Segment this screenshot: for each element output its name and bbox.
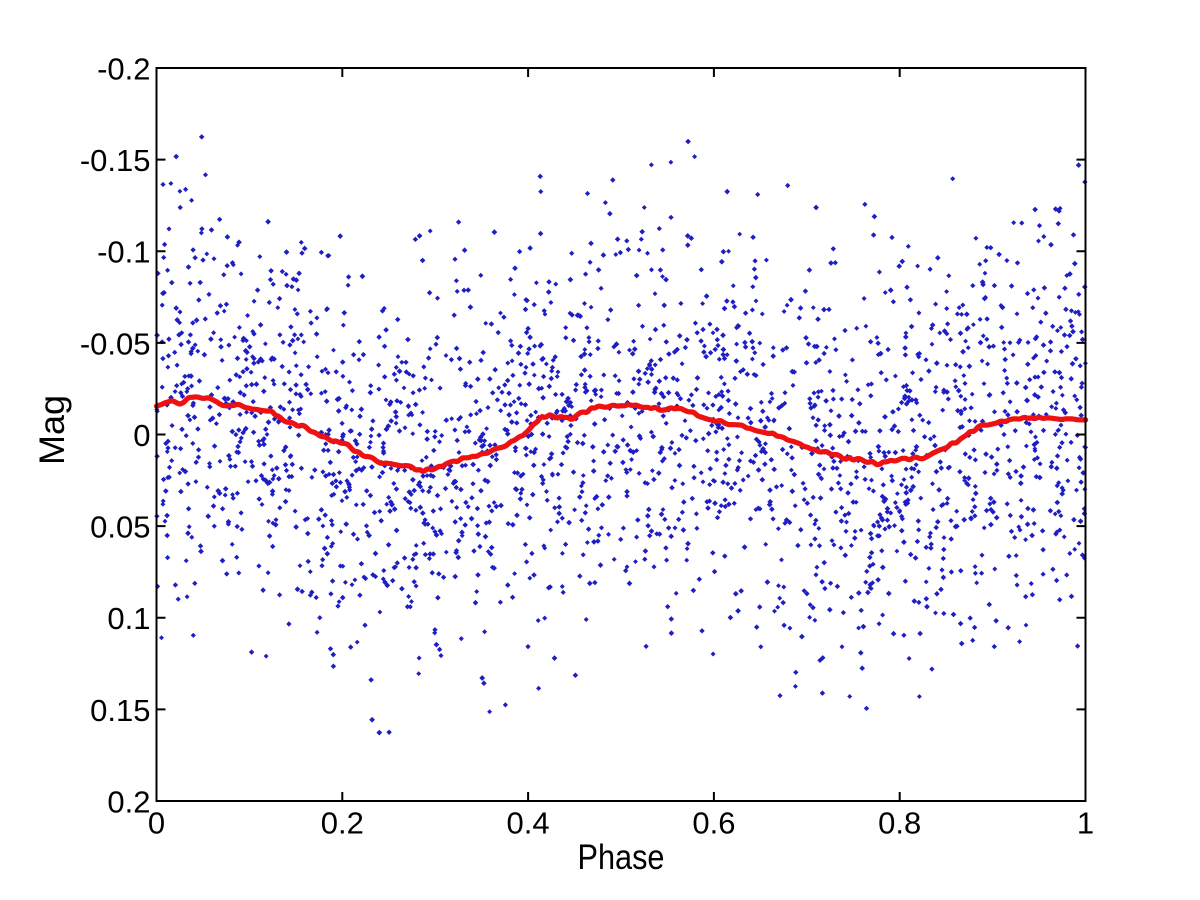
svg-text:0.6: 0.6 bbox=[692, 806, 735, 841]
svg-text:0.05: 0.05 bbox=[90, 510, 150, 545]
svg-text:0: 0 bbox=[148, 806, 165, 841]
svg-text:0: 0 bbox=[133, 418, 150, 453]
svg-text:1: 1 bbox=[1077, 806, 1094, 841]
svg-text:-0.15: -0.15 bbox=[80, 143, 151, 178]
svg-text:0.15: 0.15 bbox=[90, 693, 150, 728]
svg-text:0.8: 0.8 bbox=[878, 806, 921, 841]
svg-text:0.4: 0.4 bbox=[507, 806, 550, 841]
svg-text:0.2: 0.2 bbox=[107, 784, 150, 819]
svg-text:0.1: 0.1 bbox=[107, 601, 150, 636]
svg-text:Phase: Phase bbox=[578, 838, 665, 877]
svg-text:0.2: 0.2 bbox=[321, 806, 364, 841]
svg-text:-0.05: -0.05 bbox=[80, 326, 151, 361]
svg-text:-0.2: -0.2 bbox=[97, 51, 150, 86]
svg-text:Mag: Mag bbox=[33, 395, 72, 465]
svg-text:-0.1: -0.1 bbox=[97, 235, 150, 270]
